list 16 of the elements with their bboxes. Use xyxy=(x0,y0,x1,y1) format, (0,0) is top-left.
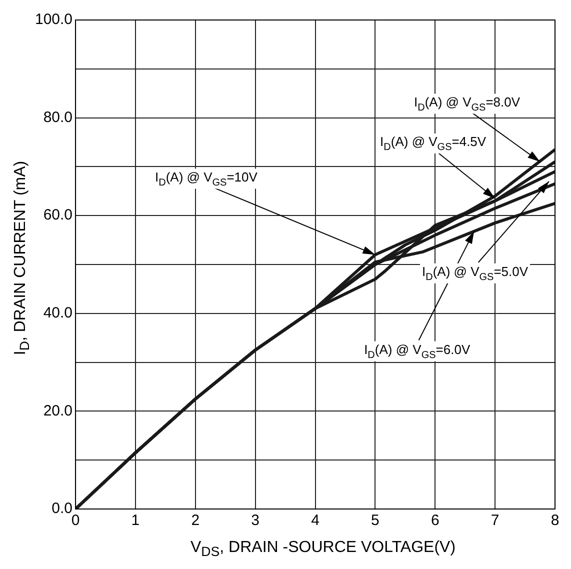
y-tick-label: 0.0 xyxy=(52,500,73,518)
x-tick-label: 6 xyxy=(430,512,440,530)
x-axis-title: V$_{DS}$, DRAIN -SOURCE VOLTAGE(V) xyxy=(190,538,456,559)
x-tick-label: 5 xyxy=(371,512,380,530)
x-tick-label: 0 xyxy=(71,512,80,530)
x-tick-label: 8 xyxy=(550,512,560,530)
y-tick-label: 40.0 xyxy=(43,304,73,322)
x-tick-label: 2 xyxy=(191,512,200,530)
x-tick-label: 7 xyxy=(490,512,500,530)
y-tick-label: 20.0 xyxy=(43,402,73,420)
x-tick-label: 1 xyxy=(131,512,140,530)
y-tick-label: 80.0 xyxy=(43,108,73,126)
x-tick-label: 3 xyxy=(251,512,260,530)
x-tick-label: 4 xyxy=(311,512,320,530)
y-tick-label: 100.0 xyxy=(34,11,73,28)
y-tick-label: 60.0 xyxy=(43,206,73,224)
